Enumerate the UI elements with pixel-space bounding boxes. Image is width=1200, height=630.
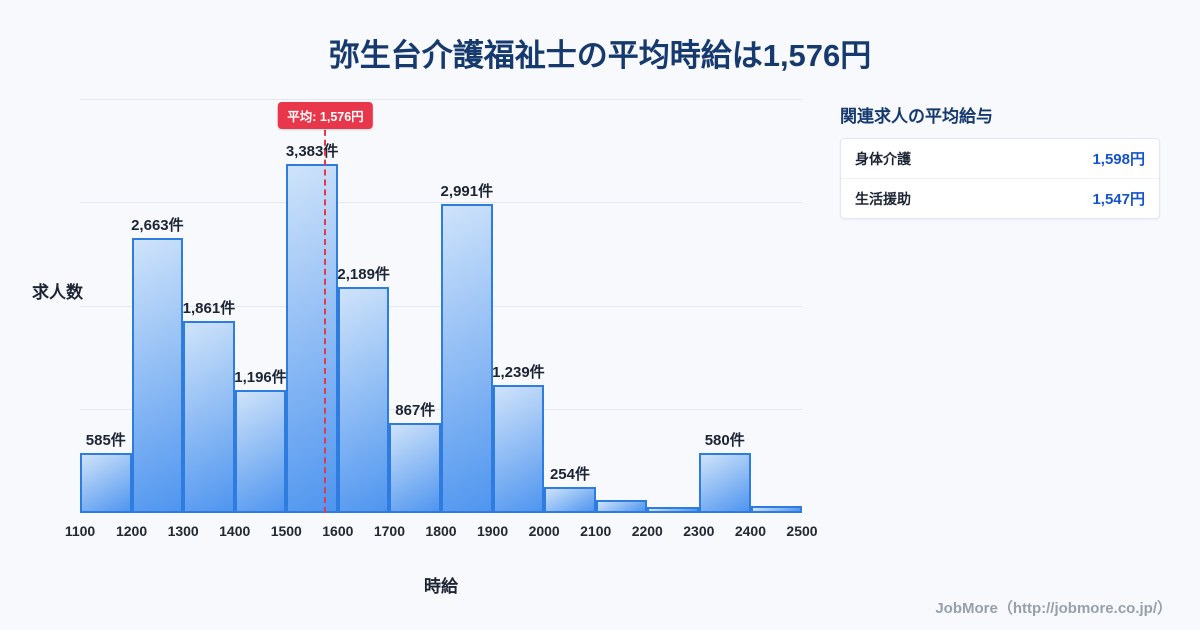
gridline: [80, 408, 802, 410]
bar: [750, 505, 803, 513]
average-line: [324, 110, 327, 513]
side-panel-title: 関連求人の平均給与: [840, 107, 993, 126]
x-tick-label: 2200: [631, 523, 663, 539]
bar-value-label: 2,189件: [337, 266, 390, 283]
x-tick-label: 1200: [115, 523, 148, 539]
x-axis-title: 時給: [424, 577, 458, 596]
x-tick-label: 1600: [322, 523, 354, 539]
footer-credit: JobMore（http://jobmore.co.jp/）: [935, 600, 1172, 617]
x-tick-label: 1500: [270, 523, 302, 539]
bar: [647, 506, 699, 513]
average-badge: 平均: 1,576円: [278, 102, 373, 129]
bar-value-label: 580件: [704, 432, 745, 450]
bar-value-label: 585件: [85, 431, 126, 449]
bar: 254件: [544, 466, 596, 513]
x-tick-label: 1700: [373, 523, 405, 539]
bar: 3,383件: [286, 143, 338, 513]
related-job-label: 生活援助: [855, 190, 911, 207]
gridline: [80, 305, 802, 307]
bar-value-label: 2,663件: [131, 217, 184, 235]
bar: 1,239件: [492, 364, 545, 513]
x-tick-label: 2400: [734, 523, 766, 539]
bar-value-label: 2,991件: [440, 183, 494, 201]
x-tick-label: 1100: [64, 523, 96, 539]
x-tick-label: 2000: [528, 523, 560, 539]
x-axis-ticks: 1100 1200 1300 1400 1500 1600 1700 1800 1900 2000…: [65, 523, 818, 543]
related-job-value: 1,547円: [1092, 191, 1145, 208]
gridline: [80, 202, 802, 204]
bar: 585件: [80, 432, 132, 513]
x-tick-label: 1800: [425, 523, 457, 539]
bar: 580件: [698, 432, 751, 513]
bar: 1,861件: [183, 300, 235, 513]
gridline: [80, 99, 802, 100]
bar-value-label: 3,383件: [285, 142, 339, 160]
bar: 1,196件: [234, 369, 287, 513]
related-job-value: 1,598円: [1092, 151, 1145, 168]
chart-plot-area: 585件 2,663件 1,861件 1,196件 3,383件 2,189件 867件 2,…: [80, 99, 803, 513]
related-job-row: 身体介護 1,598円: [841, 139, 1159, 178]
x-tick-label: 1400: [219, 523, 251, 539]
bar-value-label: 1,861件: [182, 299, 236, 317]
bar: 867件: [389, 402, 442, 513]
x-tick-label: 1900: [476, 523, 509, 539]
bar: 2,189件: [337, 266, 390, 513]
x-tick-label: 2300: [683, 523, 715, 539]
bar-series: 585件 2,663件 1,861件 1,196件 3,383件 2,189件 867件 2,…: [80, 100, 803, 513]
page-title: 弥生台介護福祉士の平均時給は1,576円: [328, 38, 872, 73]
x-tick-label: 2100: [580, 523, 612, 539]
bar: 2,663件: [131, 217, 184, 513]
related-job-label: 身体介護: [855, 150, 911, 167]
x-tick-label: 2500: [786, 523, 818, 539]
y-axis-label: 求人数: [32, 283, 83, 302]
bar: [595, 499, 648, 513]
bar: 2,991件: [441, 183, 493, 513]
bar-value-label: 867件: [395, 402, 436, 420]
related-jobs-card: 身体介護 1,598円 生活援助 1,547円: [840, 138, 1160, 219]
x-tick-label: 1300: [167, 523, 199, 539]
bar-value-label: 1,239件: [492, 364, 545, 382]
related-job-row: 生活援助 1,547円: [841, 178, 1159, 218]
bar-value-label: 254件: [549, 465, 590, 483]
bar-value-label: 1,196件: [234, 368, 287, 386]
